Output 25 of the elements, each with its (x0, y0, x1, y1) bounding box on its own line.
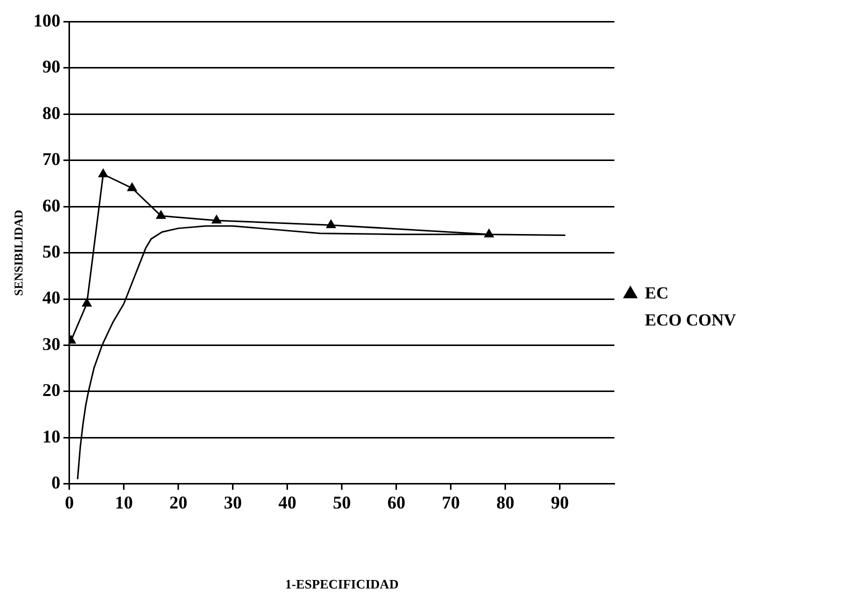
x-axis-title: 1-ESPECIFICIDAD (285, 576, 399, 592)
x-tick-label: 40 (278, 492, 296, 512)
x-tick-label: 20 (169, 492, 188, 512)
y-axis-title: SENSIBILIDAD (11, 209, 26, 296)
y-tick-label: 10 (42, 426, 60, 446)
x-tick-label: 70 (442, 492, 460, 512)
x-tick-label: 10 (114, 492, 133, 512)
x-tick-label: 50 (332, 492, 351, 512)
y-tick-label: 60 (42, 195, 60, 216)
legend-label: EC (644, 283, 668, 302)
x-tick-label: 80 (496, 492, 514, 512)
y-tick-label: 0 (51, 472, 60, 492)
x-tick-label: 60 (387, 492, 406, 512)
x-tick-label: 90 (550, 492, 569, 512)
y-tick-label: 80 (42, 102, 60, 123)
y-tick-label: 40 (42, 288, 60, 308)
x-tick-label: 0 (64, 492, 74, 512)
x-tick-label: 30 (224, 492, 242, 512)
y-tick-label: 100 (33, 10, 60, 30)
y-tick-label: 50 (42, 241, 60, 262)
y-tick-label: 70 (42, 149, 60, 170)
y-tick-label: 20 (42, 380, 60, 400)
text: ECO CONV (644, 310, 737, 330)
y-tick-label: 90 (42, 56, 60, 77)
y-tick-label: 30 (42, 334, 60, 354)
